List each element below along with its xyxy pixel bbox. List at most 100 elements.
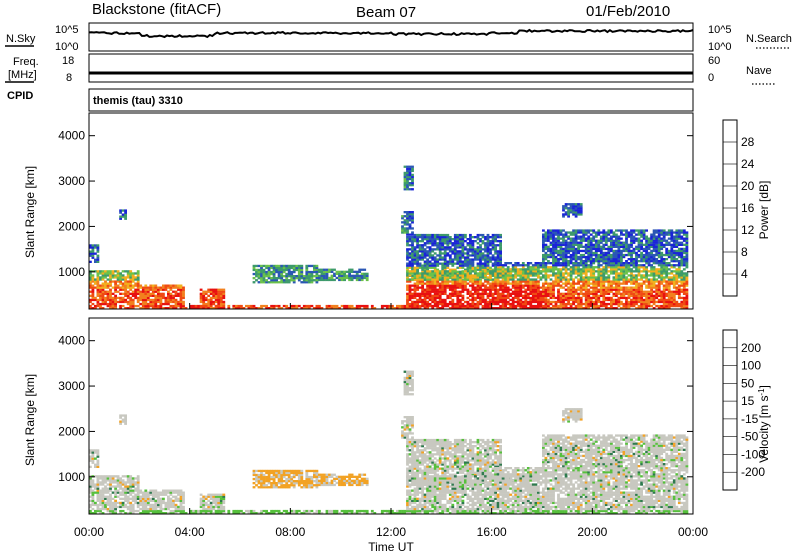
power-cell-3549 — [602, 255, 606, 259]
power-cell-3470 — [597, 284, 601, 287]
power-cell-1431 — [448, 250, 452, 253]
power-cell-3430 — [594, 307, 598, 310]
power-cell-872 — [363, 274, 367, 277]
power-cell-3591 — [604, 231, 608, 234]
velocity-cell-239 — [129, 489, 133, 492]
power-cell-4507 — [680, 302, 684, 306]
power-cell-234 — [129, 298, 133, 302]
power-cell-1572 — [469, 264, 472, 267]
power-cell-282 — [136, 282, 140, 285]
power-cell-1935 — [426, 272, 429, 275]
power-cell-2781 — [542, 239, 545, 242]
power-cell-2848 — [547, 231, 550, 234]
power-cell-1010 — [403, 307, 407, 310]
velocity-cell-263 — [134, 501, 138, 505]
power-cell-765 — [310, 264, 314, 268]
power-cell-3845 — [625, 233, 628, 236]
power-cell-4279 — [660, 253, 664, 257]
power-cell-231 — [129, 304, 133, 308]
freq-unit: [MHz] — [8, 69, 37, 81]
power-cell-3455 — [594, 245, 598, 248]
power-cell-1753 — [494, 264, 497, 267]
power-cell-564 — [217, 298, 221, 302]
power-cell-2970 — [557, 243, 560, 246]
power-cell-3098 — [567, 245, 570, 248]
velocity-cell-84 — [101, 481, 105, 484]
power-cell-120 — [109, 298, 112, 302]
power-cell-1110 — [406, 252, 409, 255]
power-cell-3959 — [635, 264, 638, 267]
power-cell-1534 — [464, 272, 467, 275]
power-cell-885 — [194, 304, 198, 308]
power-cell-199 — [121, 274, 125, 277]
power-cell-1417 — [446, 240, 450, 243]
power-cell-958 — [318, 307, 321, 310]
power-cell-4637 — [577, 211, 580, 214]
power-cell-1626 — [476, 262, 480, 265]
power-cell-1158 — [413, 268, 417, 271]
power-cell-4589 — [685, 255, 689, 259]
power-cell-3867 — [627, 253, 631, 257]
power-cell-3510 — [599, 270, 603, 273]
power-cell-1855 — [413, 276, 417, 279]
power-cell-3918 — [632, 288, 636, 291]
power-cell-693 — [285, 266, 289, 270]
power-cell-4121 — [647, 247, 651, 251]
power-cell-1420 — [446, 233, 450, 237]
power-cell-1398 — [443, 240, 447, 243]
velocity-cell-9 — [89, 485, 92, 488]
power-cell-7 — [89, 284, 92, 287]
power-cell-3164 — [572, 243, 575, 246]
velocity-cell-152 — [114, 501, 117, 505]
power-cell-3102 — [567, 235, 570, 238]
power-cell-869 — [360, 272, 364, 275]
power-cell-2489 — [516, 296, 520, 300]
power-cell-3618 — [607, 239, 611, 242]
power-cell-857 — [355, 276, 359, 280]
power-cell-4040 — [642, 300, 646, 304]
power-cell-998 — [386, 304, 389, 308]
power-cell-1601 — [471, 242, 475, 245]
power-cell-860 — [355, 270, 359, 273]
power-cell-4305 — [662, 272, 666, 275]
power-cell-645 — [270, 266, 273, 270]
power-cell-4250 — [657, 241, 661, 244]
power-cell-1286 — [428, 236, 432, 239]
power-cell-3324 — [584, 245, 588, 248]
velocity-cell-197 — [121, 483, 125, 486]
power-cell-3971 — [635, 229, 638, 232]
power-cell-1643 — [479, 264, 482, 267]
power-cell-1542 — [464, 248, 467, 251]
power-cell-3883 — [630, 288, 633, 291]
power-cell-496 — [182, 304, 185, 308]
power-cell-300 — [91, 246, 95, 249]
power-cell-1822 — [408, 290, 412, 293]
power-cell-2274 — [481, 276, 485, 279]
power-cell-2438 — [506, 272, 510, 275]
power-cell-1041 — [408, 227, 412, 230]
power-cell-2299 — [486, 292, 490, 295]
power-cell-2962 — [557, 264, 560, 267]
freq-tick-high: 18 — [62, 55, 74, 67]
power-cell-1369 — [441, 258, 445, 261]
power-cell-895 — [209, 307, 213, 310]
power-cell-1788 — [499, 256, 502, 259]
power-cell-3104 — [569, 307, 573, 310]
power-cell-3703 — [615, 268, 618, 271]
power-cell-232 — [129, 302, 133, 306]
power-cell-2075 — [448, 280, 452, 283]
power-cell-3281 — [582, 266, 586, 269]
power-cell-983 — [355, 304, 359, 308]
velocity-cell-87 — [101, 475, 105, 478]
power-cell-3271 — [582, 288, 586, 291]
power-cell-3686 — [615, 307, 618, 310]
velocity-cell-28 — [91, 479, 95, 482]
power-cell-3295 — [584, 307, 588, 310]
power-cell-4594 — [685, 245, 689, 248]
power-cell-318 — [119, 209, 122, 212]
power-cell-1724 — [489, 248, 492, 251]
velocity-cell-83 — [101, 483, 105, 486]
power-cell-4208 — [655, 262, 659, 265]
power-cell-4566 — [682, 229, 686, 232]
power-cell-3713 — [615, 245, 618, 248]
